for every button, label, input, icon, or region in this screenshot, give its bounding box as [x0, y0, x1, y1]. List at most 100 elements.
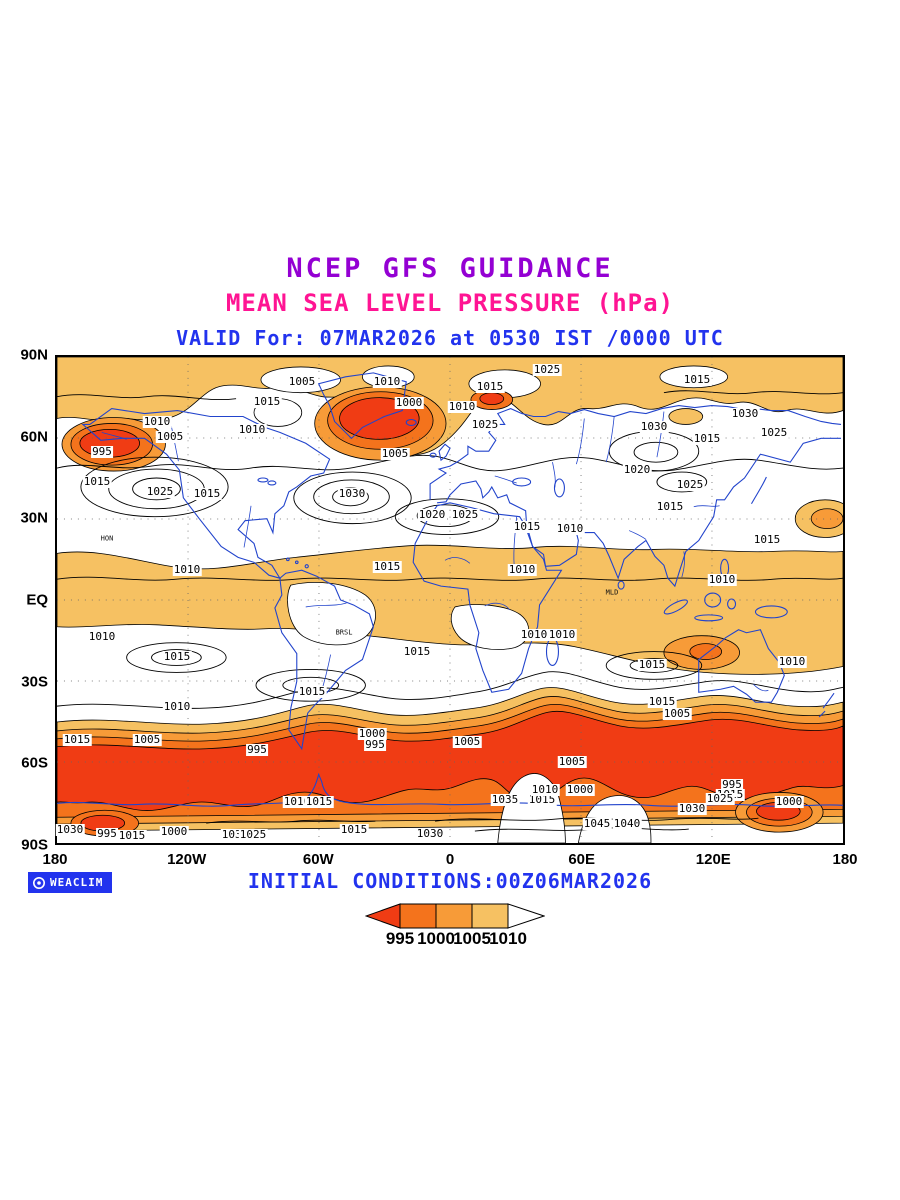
colorbar-label: 1005: [453, 929, 491, 948]
isobar-label: 1025: [450, 508, 480, 521]
isobar-label: 1005: [287, 375, 317, 388]
isobar-label: 1030: [730, 407, 760, 420]
isobar-label: 1015: [117, 829, 147, 842]
isobar-label: 1015: [527, 793, 557, 806]
isobar-label: 1015: [692, 432, 722, 445]
weaclim-logo-icon: [33, 876, 45, 889]
isobar-label: 1010: [507, 563, 537, 576]
colorbar-label: 995: [385, 929, 415, 948]
isobar-label: 1010: [530, 783, 560, 796]
isobar-label: 1015: [512, 520, 542, 533]
isobar-label: 1015: [252, 395, 282, 408]
x-axis-label: 0: [445, 851, 455, 868]
y-axis-label: 60S: [21, 754, 48, 772]
y-axis-label: 60N: [20, 428, 48, 446]
isobar-label: 1015: [682, 373, 712, 386]
y-axis-label: 30N: [20, 509, 48, 527]
isobar-label: 1015: [402, 645, 432, 658]
isobar-label: 1010: [172, 563, 202, 576]
colorbar-label: 1000: [417, 929, 455, 948]
isobar-label: 1030: [639, 420, 669, 433]
isobar-label: 1010: [372, 375, 402, 388]
x-axis-label: 120E: [695, 851, 731, 868]
isobar-label: 1015: [339, 823, 369, 836]
isobar-label: 1005: [452, 735, 482, 748]
isobar-label: 1020: [622, 463, 652, 476]
pressure-field-svg: [57, 357, 843, 843]
isobar-label: 1000: [357, 727, 387, 740]
colorbar-labels: 995 1000 1005 1010: [365, 929, 545, 949]
isobar-label: 1015: [655, 500, 685, 513]
title-block: NCEP GFS GUIDANCE MEAN SEA LEVEL PRESSUR…: [0, 253, 900, 350]
isobar-label: 1010: [162, 700, 192, 713]
isobar-label: 1040: [612, 817, 642, 830]
weaclim-badge: WEACLIM: [28, 872, 113, 893]
isobar-label: 1025: [532, 363, 562, 376]
isobar-label: 1020: [417, 508, 447, 521]
isobar-label: 1000: [394, 396, 424, 409]
isobar-label: 1010: [555, 522, 585, 535]
isobar-label: 1000: [565, 783, 595, 796]
isobar-label: 1010: [707, 573, 737, 586]
isobar-label: 1010: [282, 795, 312, 808]
isobar-label: 1015: [372, 560, 402, 573]
isobar-label: 1015: [62, 733, 92, 746]
isobar-label: 1000: [774, 795, 804, 808]
isobar-label: 995: [91, 445, 113, 458]
pressure-fills: [57, 357, 843, 843]
x-axis-label: 120W: [167, 851, 207, 868]
isobar-label: 1005: [662, 707, 692, 720]
contour-labels-layer: 1005 1010 1000 1015 1025 1015 1010 1015 1010 1010…: [55, 357, 843, 843]
valid-time: VALID For: 07MAR2026 at 0530 IST /0000 U…: [176, 326, 724, 350]
isobar-label: 1015: [82, 475, 112, 488]
isobar-label: 1015: [752, 533, 782, 546]
isobar-label: 1030: [55, 823, 85, 836]
isobar-label: 1015: [297, 685, 327, 698]
isobar-label: 1025: [759, 426, 789, 439]
chart-subtitle: MEAN SEA LEVEL PRESSURE (hPa): [225, 289, 675, 317]
isobar-label: 1010: [237, 423, 267, 436]
isobar-label: 995: [96, 827, 118, 840]
y-axis-label: 90S: [21, 836, 48, 854]
y-axis-label: 30S: [21, 673, 48, 691]
colorbar-label: 1010: [489, 929, 527, 948]
isobar-label: 1005: [380, 447, 410, 460]
isobar-label: 1015: [475, 380, 505, 393]
isobar-label: 1025: [675, 478, 705, 491]
isobar-label: 1010: [547, 628, 577, 641]
city-label: HON: [100, 534, 114, 543]
isobar-label: 1005: [132, 733, 162, 746]
isobar-label: 1010: [777, 655, 807, 668]
x-axis-label: 60W: [302, 851, 334, 868]
colorbar: [364, 903, 546, 929]
isobar-label: 995: [246, 743, 268, 756]
isobar-label: 1005: [155, 430, 185, 443]
isobar-label: 995: [721, 778, 743, 791]
isobar-label: 1010: [519, 628, 549, 641]
isobar-label: 1005: [557, 755, 587, 768]
y-axis-label: 90N: [20, 346, 48, 364]
isobar-label: 1025: [238, 828, 268, 841]
x-axis-label: 180: [42, 851, 68, 868]
isobar-label: 1025: [470, 418, 500, 431]
city-label: BRSL: [335, 628, 353, 637]
isobar-label: 1015: [304, 795, 334, 808]
isobar-label: 1035: [490, 793, 520, 806]
isobar-label: 995: [364, 738, 386, 751]
isobar-label: 1000: [159, 825, 189, 838]
isobar-label: 1015: [647, 695, 677, 708]
colorbar-svg: [364, 903, 546, 929]
chart-title: NCEP GFS GUIDANCE: [286, 253, 614, 284]
isobar-label: 1010: [142, 415, 172, 428]
isobar-label: 1015: [162, 650, 192, 663]
isobar-label: 1025: [145, 485, 175, 498]
isobar-label: 1015: [192, 487, 222, 500]
isobar-label: 1010: [447, 400, 477, 413]
isobar-label: 1030: [415, 827, 445, 840]
x-axis-label: 60E: [568, 851, 596, 868]
x-axis-label: 180: [832, 851, 858, 868]
isobar-label: 1015: [637, 658, 667, 671]
initial-conditions-text: INITIAL CONDITIONS:00Z06MAR2026: [247, 869, 653, 893]
isobar-label: 1030: [677, 802, 707, 815]
